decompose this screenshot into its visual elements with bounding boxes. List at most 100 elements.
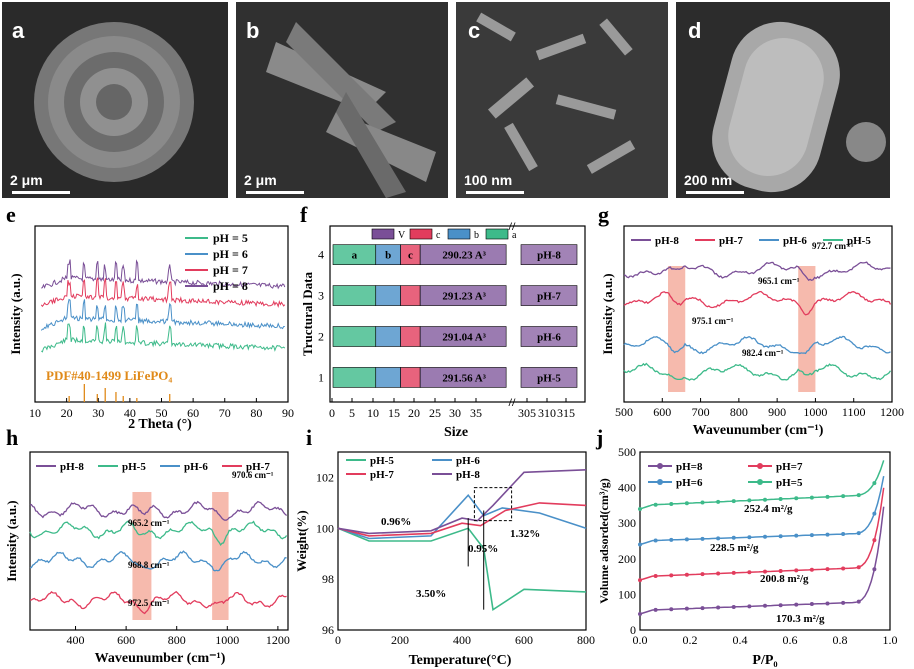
annotations-i: 0.96% 0.95% 1.32% 3.50% — [381, 487, 540, 610]
tick-label-f-7: 35 — [470, 406, 482, 420]
ftir-line-h-3 — [29, 550, 287, 572]
series-group-h — [29, 500, 288, 615]
x-axis-label-j: P/P₀ — [752, 653, 777, 668]
tick-label-h-4: 1200 — [266, 633, 290, 647]
bar-V-row-3 — [419, 285, 507, 306]
ph-bar-row-3 — [520, 285, 578, 306]
bands-g — [668, 266, 816, 392]
legend-label-g-0: pH-8 — [655, 235, 679, 247]
y-axis-label-j: Volume adsorded(cm³/g) — [597, 478, 611, 603]
volume-label-row-2: 291.04 A³ — [442, 332, 486, 344]
weight-annotation-3: 3.50% — [416, 588, 446, 600]
xrd-line-1 — [41, 322, 286, 353]
legend-j: pH=8 pH=7 pH=6 pH=5 — [648, 461, 803, 489]
x-ticks-h: 400 600 800 1000 1200 — [67, 626, 290, 647]
plot-frame-f — [329, 225, 586, 403]
tga-line-3 — [337, 502, 587, 537]
tick-label-g-7: 1200 — [880, 405, 904, 419]
y-axis-label-e: Intensity (a.u.) — [8, 273, 23, 354]
highlight-band-h-0 — [132, 492, 152, 620]
tick-label-f-0: 0 — [329, 406, 335, 420]
legend-label-i-2: pH-7 — [370, 469, 394, 481]
legend-swatch-f-1 — [409, 228, 433, 240]
x-tick-label-j-3: 0.6 — [783, 633, 798, 647]
peak-annotation-g-3: 982.4 cm⁻¹ — [742, 348, 784, 358]
bar-c-row-1 — [400, 367, 421, 388]
volume-label-row-1: 291.56 A³ — [442, 372, 486, 384]
annotations-h: 970.6 cm⁻¹ 965.2 cm⁻¹ 968.8 cm⁻¹ 972.5 cm⁻¹ — [128, 470, 274, 608]
y-tick-label-j-5: 500 — [618, 445, 636, 459]
tick-label-f-10: 315 — [557, 406, 575, 420]
ftir-line-h-2 — [29, 520, 288, 547]
tick-label-e-6: 70 — [219, 406, 231, 420]
panel-label-g: g — [598, 202, 609, 227]
tick-label-g-6: 1100 — [842, 405, 866, 419]
ftir-line-g-2 — [623, 290, 892, 316]
tick-label-f-6: 30 — [449, 406, 461, 420]
panel-label-e: e — [6, 202, 16, 227]
legend-label-i-0: pH-5 — [370, 455, 394, 467]
peak-annotation-g-2: 975.1 cm⁻¹ — [692, 316, 734, 326]
ph-bar-row-1 — [520, 367, 578, 388]
reference-label-e: PDF#40-1499 LiFePO₄ — [46, 368, 172, 383]
tick-label-g-3: 800 — [730, 405, 748, 419]
y-tick-label-j-1: 100 — [618, 587, 636, 601]
x-axis-label-e: 2 Theta (°) — [128, 417, 192, 432]
bar-letter-c: c — [408, 250, 413, 262]
panel-label-i: i — [306, 425, 312, 450]
legend-marker-j-1 — [757, 463, 763, 469]
legend-label-j-0: pH=8 — [676, 461, 703, 473]
isotherm-line-3 — [639, 475, 885, 546]
x-tick-label-i-4: 800 — [577, 633, 595, 647]
ph-label-row-1: pH-5 — [537, 372, 561, 384]
tick-label-e-4: 50 — [156, 406, 168, 420]
tick-label-e-2: 30 — [92, 406, 104, 420]
surface-area-label-0: 170.3 m²/g — [776, 613, 825, 625]
legend-label-g-2: pH-6 — [783, 235, 807, 247]
legend-label-f-3: a — [512, 230, 517, 241]
x-ticks-e: 10 20 30 40 50 60 70 80 90 — [29, 398, 294, 420]
chart-i: i pH-5 pH-6pH-7 pH-8 0.96%0.95%1.32%3.50% … — [294, 425, 595, 668]
tick-label-f-4: 20 — [408, 406, 420, 420]
tick-label-f-9: 310 — [538, 406, 556, 420]
panel-label-j: j — [595, 425, 603, 450]
x-tick-label-i-0: 0 — [335, 633, 341, 647]
reference-peaks-e — [68, 384, 171, 402]
series-group-i — [337, 469, 587, 612]
bar-b-row-2 — [375, 326, 401, 347]
x-axis-label-g: Waveunumber (cm⁻¹) — [693, 423, 824, 438]
legend-label-e-3: pH = 8 — [213, 279, 248, 293]
legend-label-g-3: pH-5 — [847, 235, 871, 247]
scale-bar-b: 2 μm — [244, 172, 277, 188]
tick-label-f-8: 305 — [518, 406, 536, 420]
ph-label-row-4: pH-8 — [537, 250, 561, 262]
legend-label-f-2: b — [474, 230, 479, 241]
x-tick-label-j-4: 0.8 — [833, 633, 848, 647]
sem-image-b: b 2 μm — [236, 2, 448, 198]
legend-label-j-2: pH=6 — [676, 477, 703, 489]
ticks-j: 0.0 0.2 0.4 0.6 0.8 1.0 0 100 200 300 400 500 — [618, 445, 898, 647]
legend-swatch-f-3 — [485, 228, 509, 240]
legend-marker-j-3 — [757, 479, 763, 485]
plot-frame-i — [337, 451, 587, 631]
tick-label-h-3: 1000 — [215, 633, 239, 647]
ticks-i: 0 200 400 600 800 96 98 100 102 — [316, 470, 595, 647]
y-tick-label-i-2: 100 — [316, 521, 334, 535]
legend-label-h-1: pH-5 — [122, 461, 146, 473]
surface-area-label-1: 200.8 m²/g — [760, 573, 809, 585]
scale-line-d — [686, 191, 744, 194]
y-tick-label-i-3: 102 — [316, 470, 334, 484]
tick-label-e-3: 40 — [124, 406, 136, 420]
y-tick-label-f-1: 2 — [318, 330, 324, 344]
tick-label-e-7: 80 — [250, 406, 262, 420]
tick-label-e-5: 60 — [187, 406, 199, 420]
sem-image-d: d 200 nm — [676, 2, 890, 198]
scale-bar-d: 200 nm — [684, 172, 733, 188]
ph-bar-row-4 — [520, 244, 578, 265]
series-group-g — [623, 261, 892, 381]
weight-annotation-2: 1.32% — [510, 528, 540, 540]
sem-image-c: c 100 nm — [456, 2, 668, 198]
sem-texture-a — [2, 2, 228, 198]
